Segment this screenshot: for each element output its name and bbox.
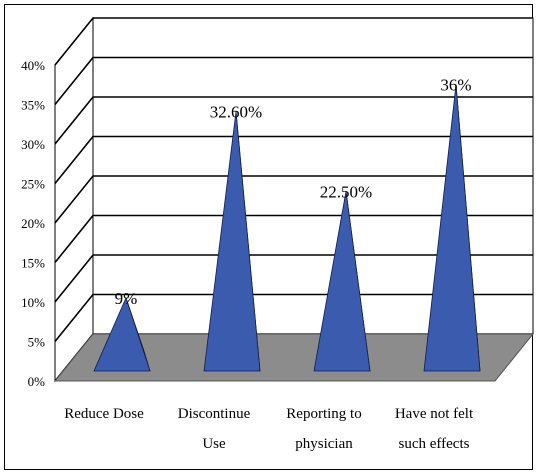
category-label: Reporting to (286, 406, 361, 422)
y-tick-label: 15% (21, 256, 45, 271)
category-label: such effects (399, 436, 470, 452)
bar-front-face (423, 84, 481, 372)
gridline (54, 135, 533, 185)
chart-floor (53, 333, 535, 382)
data-labels: 9% 32.60% 22.50% 36% (115, 76, 472, 308)
bar-front-face (313, 191, 371, 372)
y-tick-label: 35% (21, 98, 45, 113)
data-label: 32.60% (210, 102, 262, 121)
category-label: Use (202, 436, 226, 452)
data-label: 9% (115, 289, 138, 308)
y-tick-label: 10% (21, 295, 45, 310)
x-axis-labels: Reduce Dose Discontinue Use Reporting to phy… (64, 406, 474, 452)
y-tick-label: 25% (21, 177, 45, 192)
y-tick-label: 20% (21, 216, 45, 231)
category-label: Discontinue (178, 406, 251, 422)
y-axis-ticks: 0% 5% 10% 15% 20% 25% 30% 35% 40% (21, 58, 45, 389)
gridline (54, 254, 533, 303)
category-label: Have not felt (395, 406, 474, 422)
gridline (54, 214, 533, 264)
y-tick-label: 5% (28, 335, 46, 350)
y-tick-label: 0% (28, 374, 46, 389)
y-tick-label: 40% (21, 58, 45, 73)
bar-front-face (93, 296, 151, 372)
gridline (54, 56, 533, 106)
y-tick-label: 30% (21, 137, 45, 152)
category-label: physician (295, 436, 353, 452)
gridline (54, 175, 533, 224)
data-label: 36% (440, 76, 471, 95)
gridline (54, 293, 533, 343)
gridline (54, 96, 533, 145)
category-label: Reduce Dose (64, 406, 144, 422)
data-label: 22.50% (320, 182, 372, 201)
floor-plane (53, 333, 535, 382)
gridline (54, 17, 533, 66)
bar-4 (423, 84, 481, 372)
bar-front-face (203, 111, 261, 372)
bar-2 (203, 111, 261, 372)
bar-3 (313, 191, 371, 372)
bar-1 (93, 296, 151, 372)
bars (93, 84, 481, 372)
